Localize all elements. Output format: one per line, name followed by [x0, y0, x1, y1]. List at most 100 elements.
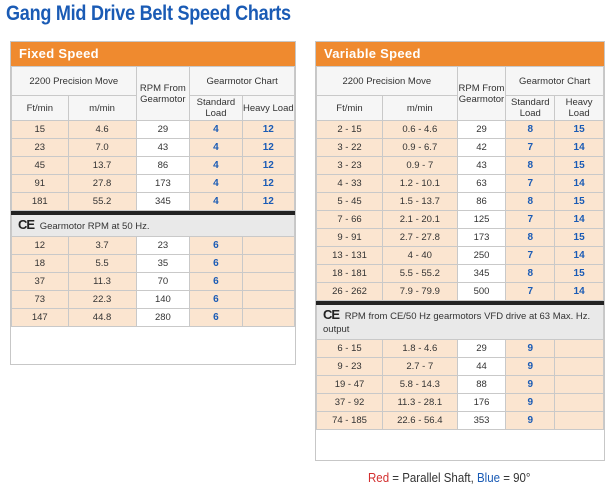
mmin-cell: 0.9 - 7	[382, 156, 458, 175]
mmin-cell: 5.5 - 55.2	[382, 264, 458, 283]
fixed-speed-table: 2200 Precision Move RPM From Gearmotor G…	[11, 66, 296, 211]
heavy-load-cell	[241, 290, 296, 309]
standard-load-cell: 4	[189, 138, 243, 157]
heavy-load-cell: 12	[241, 174, 296, 193]
table-row: 18 - 181 5.5 - 55.2 345 8 15	[316, 264, 604, 283]
table-row: 4 - 33 1.2 - 10.1 63 7 14	[316, 174, 604, 193]
heavy-load-cell: 12	[241, 192, 296, 211]
standard-load-cell: 6	[189, 272, 243, 291]
heavy-load-cell	[241, 254, 296, 273]
mmin-cell: 0.6 - 4.6	[382, 120, 458, 139]
rpm-cell: 500	[456, 282, 507, 301]
rpm-cell: 86	[135, 156, 191, 175]
table-row: 9 - 23 2.7 - 7 44 9	[316, 357, 604, 376]
table-row: 37 11.3 70 6	[11, 272, 296, 291]
standard-load-cell: 9	[505, 393, 556, 412]
table-row: 6 - 15 1.8 - 4.6 29 9	[316, 339, 604, 358]
legend-red: Red	[368, 471, 390, 485]
heavy-load-cell: 15	[554, 228, 604, 247]
section-divider	[11, 211, 295, 215]
rpm-cell: 35	[135, 254, 191, 273]
table-row: 23 7.0 43 4 12	[11, 138, 296, 157]
standard-load-cell: 4	[189, 192, 243, 211]
ftmin-cell: 13 - 131	[316, 246, 383, 265]
gearmotor-chart-header: Gearmotor Chart	[189, 66, 295, 96]
variable-speed-ce-table: 6 - 15 1.8 - 4.6 29 9 9 - 23 2.7 - 7 44 9 19 - 4…	[316, 339, 604, 430]
ftmin-cell: 18	[11, 254, 69, 273]
ftmin-cell: 3 - 22	[316, 138, 383, 157]
ftmin-cell: 37 - 92	[316, 393, 383, 412]
mmin-cell: 1.5 - 13.7	[382, 192, 458, 211]
ftmin-cell: 45	[11, 156, 69, 175]
rpm-cell: 250	[456, 246, 507, 265]
precision-move-header: 2200 Precision Move	[316, 66, 458, 96]
mmin-cell: 55.2	[67, 192, 137, 211]
ftmin-cell: 2 - 15	[316, 120, 383, 139]
standard-load-header: Standard Load	[505, 95, 556, 121]
variable-speed-panel: Variable Speed 2200 Precision Move RPM F…	[315, 41, 605, 461]
mmin-cell: 5.8 - 14.3	[382, 375, 458, 394]
ftmin-cell: 18 - 181	[316, 264, 383, 283]
page-title: Gang Mid Drive Belt Speed Charts	[6, 2, 291, 25]
legend-blue: Blue	[477, 471, 501, 485]
standard-load-cell: 8	[505, 228, 556, 247]
ftmin-cell: 23	[11, 138, 69, 157]
ftmin-cell: 37	[11, 272, 69, 291]
table-row: 9 - 91 2.7 - 27.8 173 8 15	[316, 228, 604, 247]
variable-speed-table: 2200 Precision Move RPM From Gearmotor G…	[316, 66, 604, 301]
rpm-cell: 23	[135, 236, 191, 255]
fixed-speed-panel: Fixed Speed 2200 Precision Move RPM From…	[10, 41, 296, 365]
standard-load-header: Standard Load	[189, 95, 243, 121]
table-row: 3 - 23 0.9 - 7 43 8 15	[316, 156, 604, 175]
rpm-cell: 173	[456, 228, 507, 247]
fixed-speed-ce-table: 12 3.7 23 6 18 5.5 35 6 37 11.3 70 6 73 22.3 140 6 147 44…	[11, 236, 296, 327]
ftmin-header: Ft/min	[11, 95, 69, 121]
heavy-load-cell	[241, 308, 296, 327]
mmin-cell: 11.3 - 28.1	[382, 393, 458, 412]
heavy-load-cell	[241, 272, 296, 291]
ce-note: CE RPM from CE/50 Hz gearmotors VFD driv…	[316, 305, 604, 339]
standard-load-cell: 8	[505, 264, 556, 283]
heavy-load-header: Heavy Load	[554, 95, 604, 121]
legend-blue-text: = 90°	[500, 471, 531, 485]
rpm-cell: 173	[135, 174, 191, 193]
standard-load-cell: 7	[505, 138, 556, 157]
standard-load-cell: 4	[189, 120, 243, 139]
mmin-cell: 4 - 40	[382, 246, 458, 265]
rpm-cell: 125	[456, 210, 507, 229]
table-row: 26 - 262 7.9 - 79.9 500 7 14	[316, 282, 604, 301]
mmin-cell: 27.8	[67, 174, 137, 193]
heavy-load-cell	[554, 393, 604, 412]
ce-mark-icon: CE	[323, 307, 340, 322]
ftmin-cell: 91	[11, 174, 69, 193]
rpm-cell: 345	[456, 264, 507, 283]
standard-load-cell: 7	[505, 210, 556, 229]
rpm-cell: 353	[456, 411, 507, 430]
rpm-cell: 42	[456, 138, 507, 157]
rpm-cell: 43	[135, 138, 191, 157]
rpm-cell: 63	[456, 174, 507, 193]
heavy-load-cell: 14	[554, 174, 604, 193]
standard-load-cell: 4	[189, 156, 243, 175]
mmin-cell: 11.3	[67, 272, 137, 291]
rpm-cell: 44	[456, 357, 507, 376]
mmin-cell: 5.5	[67, 254, 137, 273]
ftmin-cell: 15	[11, 120, 69, 139]
ftmin-cell: 5 - 45	[316, 192, 383, 211]
mmin-cell: 22.6 - 56.4	[382, 411, 458, 430]
heavy-load-cell: 12	[241, 120, 296, 139]
mmin-cell: 44.8	[67, 308, 137, 327]
mmin-cell: 22.3	[67, 290, 137, 309]
variable-speed-header: Variable Speed	[316, 42, 604, 66]
table-row: 3 - 22 0.9 - 6.7 42 7 14	[316, 138, 604, 157]
mmin-cell: 7.9 - 79.9	[382, 282, 458, 301]
standard-load-cell: 4	[189, 174, 243, 193]
standard-load-cell: 9	[505, 357, 556, 376]
rpm-cell: 43	[456, 156, 507, 175]
heavy-load-cell	[241, 236, 296, 255]
ftmin-header: Ft/min	[316, 95, 383, 121]
heavy-load-cell: 15	[554, 120, 604, 139]
table-row: 73 22.3 140 6	[11, 290, 296, 309]
ftmin-cell: 26 - 262	[316, 282, 383, 301]
table-row: 13 - 131 4 - 40 250 7 14	[316, 246, 604, 265]
